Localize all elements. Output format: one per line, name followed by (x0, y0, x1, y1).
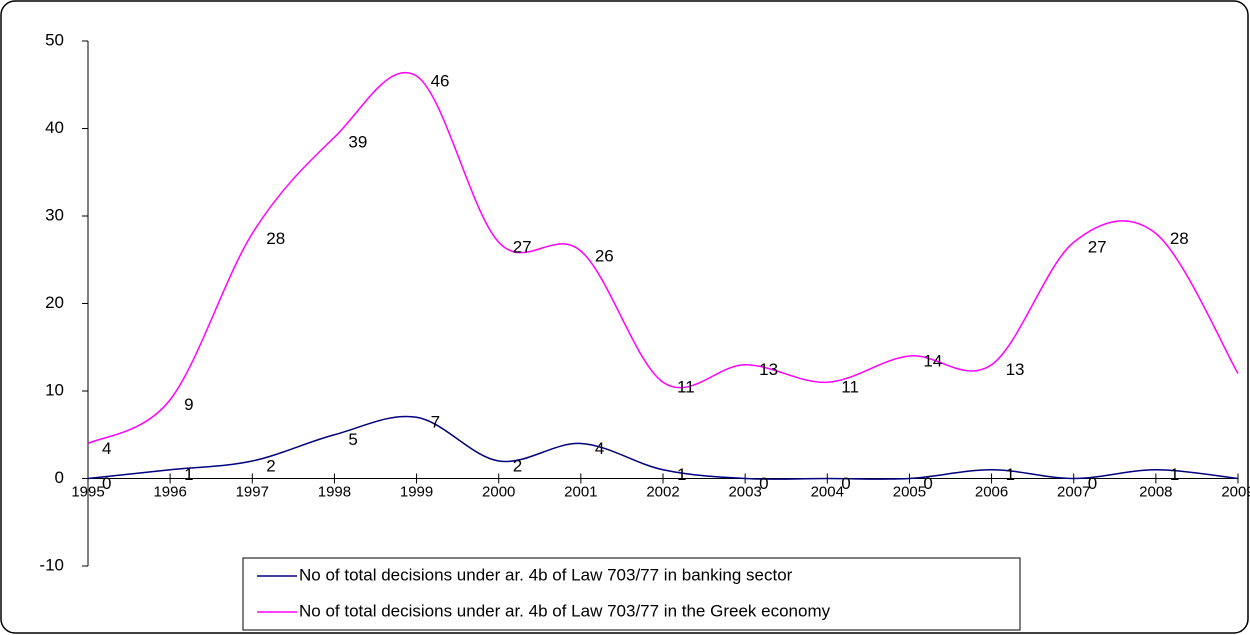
data-label: 28 (1170, 229, 1189, 248)
data-label: 13 (1006, 360, 1025, 379)
data-label: 0 (759, 474, 768, 493)
y-tick-label: 10 (45, 380, 64, 399)
data-label: 9 (184, 395, 193, 414)
data-label: 11 (677, 378, 695, 397)
data-label: 2 (266, 456, 275, 475)
x-tick-label: 2005 (893, 483, 926, 500)
data-label: 28 (266, 229, 285, 248)
x-tick-label: 2000 (482, 483, 515, 500)
data-label: 11 (841, 378, 859, 397)
series-line (87, 415, 1239, 480)
y-tick-label: 30 (45, 205, 64, 224)
data-label: 5 (348, 430, 357, 449)
y-tick-label: 50 (45, 30, 64, 49)
data-label: 0 (841, 474, 850, 493)
x-tick-label: 1996 (153, 483, 186, 500)
x-tick-label: 2003 (728, 483, 761, 500)
y-tick-label: 0 (55, 468, 64, 487)
data-label: 13 (759, 360, 778, 379)
x-tick-label: 1998 (318, 483, 351, 500)
data-label: 1 (1006, 465, 1015, 484)
legend-box (242, 557, 1021, 631)
data-label: 1 (677, 465, 686, 484)
data-label: 27 (1088, 238, 1107, 257)
x-tick-label: 1999 (400, 483, 433, 500)
legend-label: No of total decisions under ar. 4b of La… (299, 601, 831, 620)
y-tick-label: -10 (39, 555, 64, 574)
data-label: 27 (513, 238, 532, 257)
data-label: 1 (184, 465, 193, 484)
data-label: 7 (431, 413, 440, 432)
data-label: 4 (102, 439, 111, 458)
x-tick-label: 2006 (975, 483, 1008, 500)
series-line (87, 71, 1239, 445)
x-tick-label: 1995 (71, 483, 104, 500)
data-label: 1 (1170, 465, 1179, 484)
x-tick-label: 2009 (1221, 483, 1250, 500)
data-label: 0 (1088, 474, 1097, 493)
legend-label: No of total decisions under ar. 4b of La… (299, 565, 793, 584)
x-tick-label: 2008 (1139, 483, 1172, 500)
x-tick-label: 2002 (646, 483, 679, 500)
data-label: 14 (923, 351, 942, 370)
data-label: 46 (431, 71, 450, 90)
data-label: 0 (923, 474, 932, 493)
y-tick-label: 40 (45, 118, 64, 137)
y-tick-label: 20 (45, 293, 64, 312)
data-label: 4 (595, 439, 604, 458)
data-label: 39 (348, 133, 367, 152)
data-label: 0 (102, 474, 111, 493)
data-label: 2 (513, 456, 522, 475)
x-tick-label: 2007 (1057, 483, 1090, 500)
data-label: 26 (595, 246, 614, 265)
x-tick-label: 2001 (564, 483, 597, 500)
x-tick-label: 2004 (811, 483, 844, 500)
x-tick-label: 1997 (236, 483, 269, 500)
